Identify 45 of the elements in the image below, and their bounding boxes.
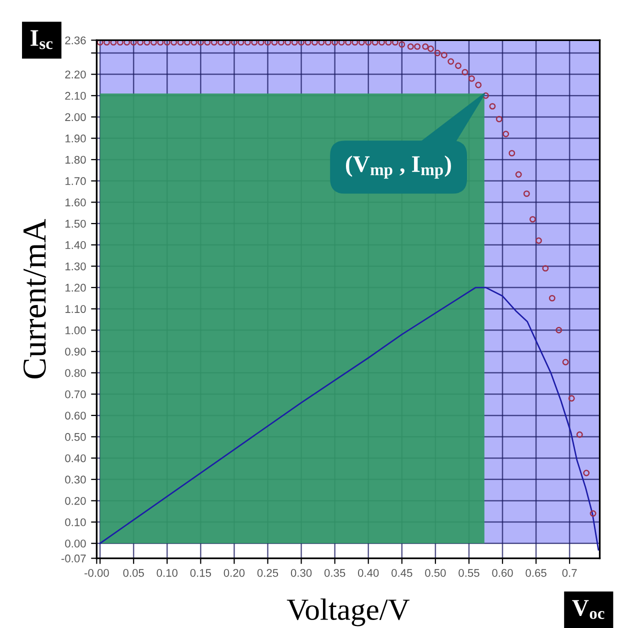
y-tick-label: 0.40	[65, 454, 86, 462]
x-tick-label: 0.10	[156, 569, 178, 577]
y-tick-label: -0.07	[61, 554, 86, 562]
x-tick-label: 0.7	[562, 569, 577, 577]
y-tick-label: 0.20	[65, 496, 86, 505]
x-tick-label: 0.35	[324, 569, 346, 577]
y-tick-label: 1.00	[66, 326, 86, 334]
y-tick-label: 1.50	[66, 220, 86, 228]
x-tick-label: 0.50	[425, 569, 446, 577]
y-tick-label: 2.20	[65, 70, 86, 78]
y-tick-label: 0.50	[65, 433, 86, 441]
y-tick-label: 2.10	[65, 92, 86, 100]
x-tick-label: -0.00	[84, 569, 109, 577]
y-tick-label: 0.60	[65, 412, 86, 420]
x-tick-label: 0.30	[290, 569, 312, 577]
y-tick-label: 1.10	[66, 305, 86, 313]
y-tick-label: 1.40	[66, 241, 86, 250]
y-tick-label: 0.30	[65, 476, 86, 484]
y-tick-label: 1.60	[66, 198, 86, 206]
y-tick-label: 2.36	[65, 36, 86, 44]
x-axis-title: Voltage/V	[286, 598, 410, 626]
x-tick-label: 0.15	[190, 569, 212, 577]
x-tick-label: 0.40	[358, 569, 379, 577]
y-tick-label: 1.20	[66, 284, 86, 292]
y-tick-label: 0.10	[65, 518, 86, 526]
x-tick-label: 0.60	[492, 569, 513, 577]
x-tick-label: 0.45	[392, 569, 412, 577]
y-tick-label: 0.80	[65, 369, 86, 377]
x-tick-label: 0.55	[458, 569, 480, 577]
annotation: V$_{oc}$	[572, 600, 604, 620]
x-tick-label: 0.65	[526, 569, 546, 577]
y-axis-title: Current/mA	[23, 218, 46, 378]
y-tick-label: 0.90	[65, 348, 86, 356]
x-tick-label: 0.05	[123, 569, 144, 577]
y-tick-label: 0.70	[65, 390, 86, 398]
y-tick-label: 1.70	[66, 177, 86, 186]
annotation: (V$_{mp}$ , I$_{mp}$)	[346, 155, 451, 179]
y-tick-label: 1.90	[66, 134, 86, 142]
y-tick-label: 0.00	[65, 540, 86, 548]
x-tick-label: 0.20	[224, 569, 245, 577]
x-tick-label: 0.25	[257, 569, 278, 577]
y-tick-label: 2.00	[65, 113, 86, 122]
annotation: I$_{sc}$	[30, 30, 53, 50]
y-tick-label: 1.30	[66, 262, 86, 270]
y-tick-label: 1.80	[66, 156, 86, 164]
